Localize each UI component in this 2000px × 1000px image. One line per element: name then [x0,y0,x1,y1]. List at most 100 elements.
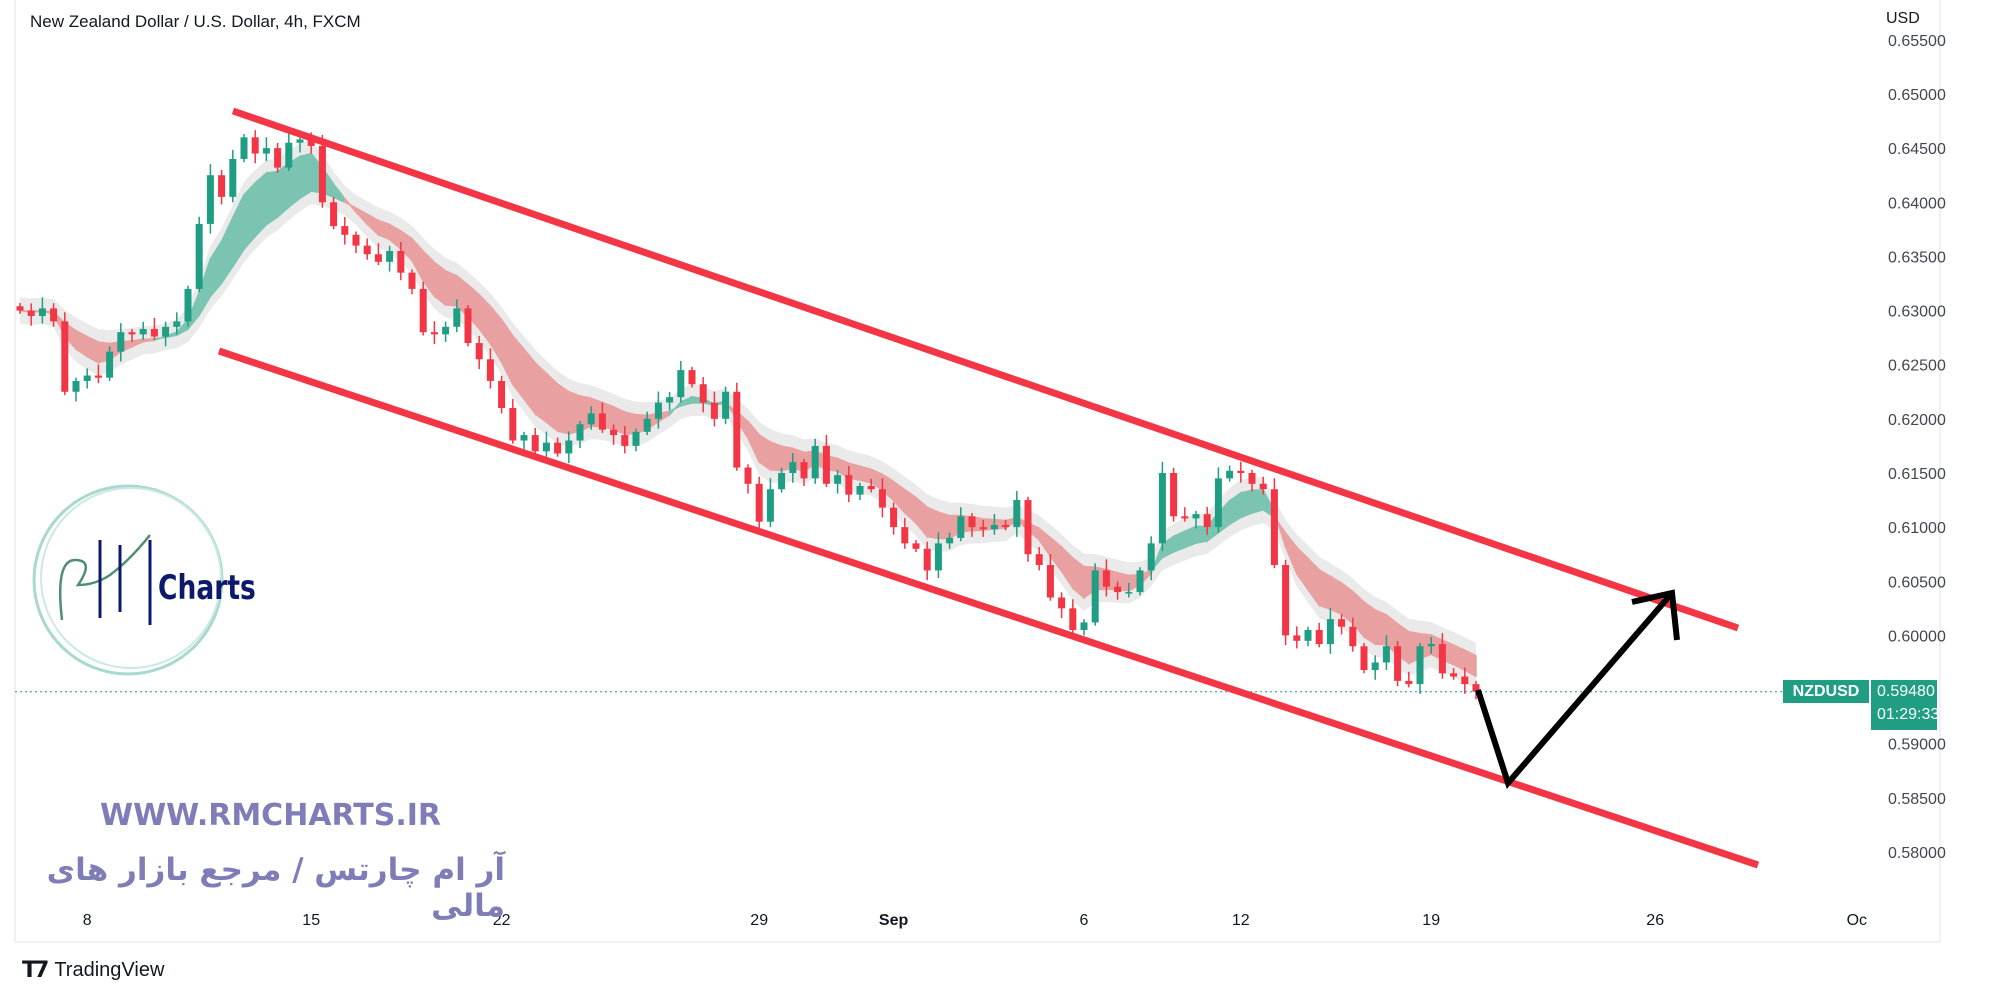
price-axis[interactable]: 0.65500 0.65000 0.64500 0.64000 0.63500 0.630… [1888,33,1946,862]
candle [1203,506,1211,535]
ma-ribbon-segment [534,361,548,424]
ma-ribbon-segment [556,382,570,435]
candle-body [240,137,248,159]
time-axis[interactable]: 8 15 22 29 Sep 6 12 19 26 Oc [83,912,1867,929]
candle [509,398,517,444]
candle-body [1438,644,1446,674]
candle-body [710,402,718,419]
candle [946,532,954,549]
candle [408,269,416,295]
candle-body [654,402,662,419]
candle [912,540,920,553]
channel-lower-trendline[interactable] [217,347,1760,869]
price-tick-label: 0.60500 [1888,574,1946,591]
candle-body [94,375,102,378]
candle-body [1192,514,1200,519]
candle [1304,626,1312,647]
candle [1013,490,1021,537]
price-tick-label: 0.64000 [1888,195,1946,212]
candle-body [1416,646,1424,685]
time-tick-label: 22 [493,912,511,929]
candle [1349,617,1357,652]
candle-body [946,537,954,544]
candle-body [61,321,69,392]
candle-body [251,137,259,154]
candle [1046,553,1054,601]
candle [1293,626,1301,649]
ma-ribbon-segment [1374,608,1388,646]
ma-ribbon-segment [243,181,256,252]
time-tick-label: Oc [1847,912,1867,929]
candle-body [1013,500,1021,528]
watermark-url: WWW.RMCHARTS.IR [100,798,442,833]
candle [834,469,842,494]
candle-body [229,158,237,197]
candle [733,382,741,471]
candles [16,130,1480,700]
candle-body [150,328,158,337]
candle [1326,608,1334,654]
channel-upper-trendline[interactable] [231,107,1740,632]
candle [38,297,46,324]
candle [1248,469,1256,492]
candle-body [934,543,942,571]
candle [1237,461,1245,483]
candle-body [610,429,618,436]
candle [1002,519,1010,531]
logo-swoosh [58,534,151,621]
candle-body [195,223,203,289]
watermark-tagline: آر ام چارتس / مرجع بازار های مالی [46,852,505,924]
candle-body [464,308,472,344]
candle-body [1315,629,1323,645]
candle-body [307,139,315,146]
ma-ribbon-segment [1363,600,1376,646]
logo-text: Charts [158,568,256,608]
candle-body [542,442,550,452]
candle-body [677,370,685,398]
candle-body [789,462,797,473]
candle [1125,582,1133,598]
time-tick-label: 26 [1646,912,1664,929]
candle-body [50,308,58,322]
candle-body [744,467,752,484]
candle [274,142,282,174]
candle [990,513,998,535]
ma-ribbon-segment [1195,525,1208,544]
candle-body [1304,629,1312,641]
candle-body [1024,500,1032,555]
candle [296,136,304,153]
candle [1382,635,1390,671]
price-tick-label: 0.62500 [1888,358,1946,375]
candle [173,312,181,335]
price-tick-label: 0.62000 [1888,412,1946,429]
candle-body [1259,483,1267,490]
candle [206,164,214,234]
ma-ribbon-segment [926,506,940,540]
candle [1416,642,1424,694]
candle [542,431,550,457]
candle [1360,642,1368,674]
candle-body [318,145,326,203]
price-tick-label: 0.61500 [1888,466,1946,483]
projection-arrow[interactable] [1475,591,1675,790]
candle [128,328,136,342]
time-tick-label: Sep [879,912,909,929]
candle-body [285,142,293,168]
ma-ribbon-segment [545,371,559,433]
candle [464,305,472,347]
tradingview-footer[interactable]: T7 TradingView [22,958,164,983]
candle [1158,461,1166,551]
candle [374,243,382,266]
candle-body [722,391,730,419]
candle [1080,619,1088,636]
candle-body [666,397,674,403]
ma-ribbon-segment [1240,489,1253,519]
candle [1192,510,1200,529]
time-tick-label: 8 [83,912,92,929]
ma-ribbon-segment [1329,575,1343,616]
candle [1091,563,1099,626]
time-tick-label: 6 [1080,912,1089,929]
ma-envelope [20,140,1476,690]
ma-ribbon-segment [276,161,290,219]
